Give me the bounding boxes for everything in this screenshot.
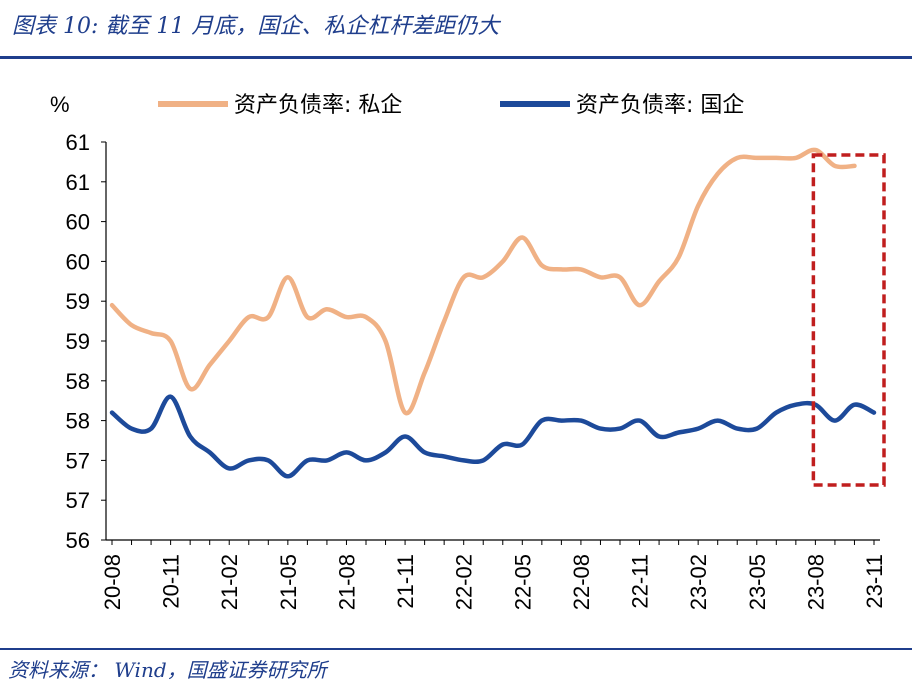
x-tick-label: 22-11 xyxy=(628,554,653,609)
footer-divider xyxy=(0,648,912,650)
x-tick-label: 21-11 xyxy=(393,554,418,609)
highlight-annotation xyxy=(811,153,886,487)
y-tick-label: 58 xyxy=(66,369,90,394)
y-tick-label: 57 xyxy=(66,448,90,473)
x-tick-label: 23-05 xyxy=(745,554,770,610)
x-tick-label: 22-05 xyxy=(510,554,535,610)
y-axis-unit: % xyxy=(50,92,70,117)
x-tick-labels: 20-08 20-11 21-02 21-05 21-08 21-11 22-02 22-05… xyxy=(100,540,887,610)
series-line-private xyxy=(109,147,857,416)
x-tick-label: 22-02 xyxy=(452,554,477,610)
y-tick-label: 58 xyxy=(66,409,90,434)
x-tick-label: 20-11 xyxy=(159,554,184,609)
legend-label-private: 资产负债率: 私企 xyxy=(234,93,402,118)
y-tick-label: 56 xyxy=(66,528,90,553)
y-tick-label: 59 xyxy=(66,329,90,354)
legend-label-state: 资产负债率: 国企 xyxy=(576,93,744,118)
y-tick-label: 59 xyxy=(66,289,90,314)
line-chart: 资产负债率: 私企 资产负债率: 国企 % 56 57 57 58 58 59 59 60 60… xyxy=(50,92,887,610)
chart-axes xyxy=(105,142,880,541)
x-tick-label: 23-02 xyxy=(686,554,711,610)
x-tick-label: 21-02 xyxy=(217,554,242,610)
source-note: 资料来源： Wind，国盛证券研究所 xyxy=(8,658,327,682)
x-tick-label: 23-11 xyxy=(862,554,887,609)
y-tick-label: 60 xyxy=(66,210,90,235)
x-tick-label: 23-08 xyxy=(803,554,828,610)
series-lines xyxy=(109,147,877,479)
x-tick-label: 22-08 xyxy=(569,554,594,610)
y-tick-label: 60 xyxy=(66,249,90,274)
y-tick-label: 57 xyxy=(66,488,90,513)
x-tick-label: 21-05 xyxy=(276,554,301,610)
x-tick-label: 21-08 xyxy=(334,554,359,610)
figure-title: 图表 10: 截至 11 月底，国企、私企杠杆差距仍大 xyxy=(12,14,500,39)
title-divider xyxy=(0,56,912,59)
x-tick-label: 20-08 xyxy=(100,554,125,610)
series-line-state xyxy=(109,394,877,479)
highlight-dashed-box xyxy=(811,153,886,487)
chart-legend: 资产负债率: 私企 资产负债率: 国企 xyxy=(158,93,744,118)
y-tick-label: 61 xyxy=(66,170,90,195)
y-tick-labels: 56 57 57 58 58 59 59 60 60 61 61 xyxy=(66,130,106,553)
y-tick-label: 61 xyxy=(66,130,90,155)
